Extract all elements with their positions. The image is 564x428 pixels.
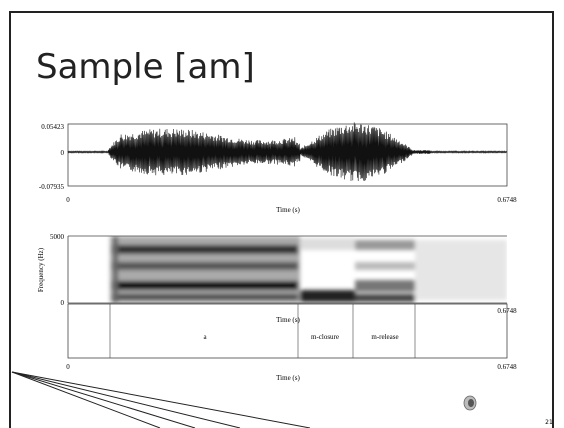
interval-label: m-closure — [311, 333, 339, 341]
x-min: 0 — [66, 196, 70, 204]
y-zero: 0 — [61, 149, 65, 157]
y-min: 0 — [61, 299, 65, 307]
x-min: 0 — [66, 363, 70, 371]
x-max: 0.6748 — [497, 196, 517, 204]
interval-label: m-release — [371, 333, 398, 341]
page-number: 21 — [545, 419, 553, 426]
speaker-icon[interactable] — [464, 396, 476, 410]
slide: Sample [am] 0.05423 0 -0.07935 0 Time (s… — [0, 0, 564, 428]
x-label: Time (s) — [276, 206, 300, 214]
slide-title: Sample [am] — [36, 47, 255, 87]
y-max: 0.05423 — [41, 123, 64, 131]
x-label: Time (s) — [276, 374, 300, 382]
y-label: Frequency (Hz) — [37, 247, 45, 292]
y-min: -0.07935 — [39, 183, 65, 191]
x-max: 0.6748 — [497, 363, 517, 371]
x-label: Time (s) — [276, 316, 300, 324]
y-max: 5000 — [50, 233, 65, 241]
